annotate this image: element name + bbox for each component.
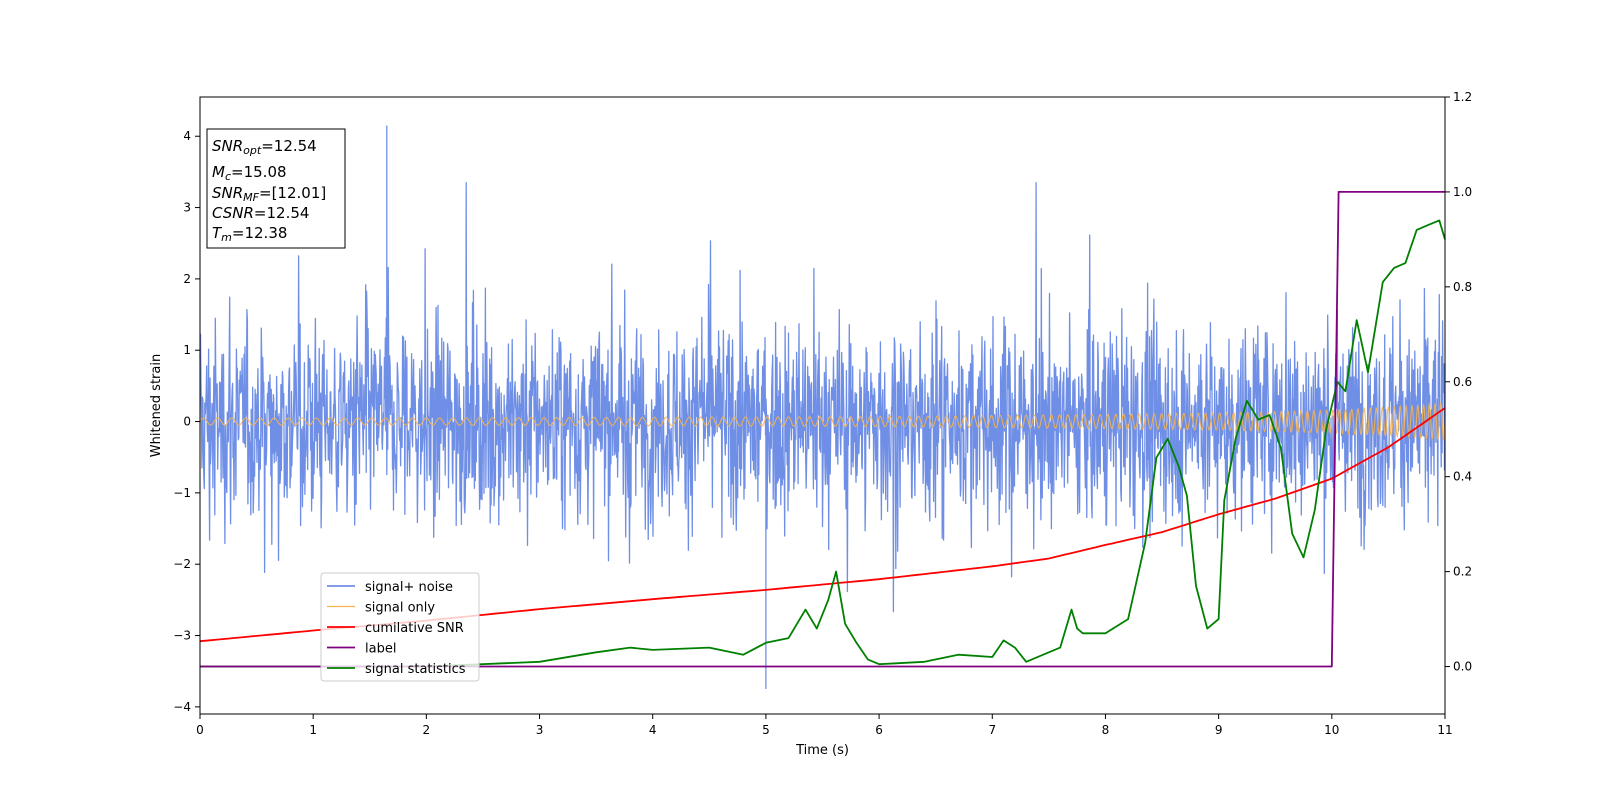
info-line: SNRopt=12.54 <box>212 137 317 157</box>
signal-statistics-line <box>200 219 1446 668</box>
x-tick-label: 4 <box>649 723 657 737</box>
legend: signal+ noise signal only cumilative SNR la… <box>320 572 480 682</box>
info-box-frame <box>206 128 346 249</box>
y-left-tick-label: −3 <box>173 629 191 643</box>
x-tick-label: 1 <box>309 723 317 737</box>
y-left-tick-label: 1 <box>183 343 191 357</box>
y-left-tick-label: 4 <box>183 129 191 143</box>
y-right-tick-label: 0.6 <box>1453 375 1472 389</box>
signal-noise-line <box>199 125 1446 689</box>
info-line: CSNR=12.54 <box>212 204 309 222</box>
x-tick-label: 9 <box>1215 723 1223 737</box>
legend-label: cumilative SNR <box>365 621 464 636</box>
x-tick-label: 10 <box>1324 723 1339 737</box>
y-left-tick-label: 3 <box>183 201 191 215</box>
info-line: Tm=12.38 <box>212 224 287 244</box>
x-tick-label: 6 <box>875 723 883 737</box>
snr-info-box: SNRopt=12.54 Mc=15.08SNRMF=[12.01]CSNR=12… <box>206 128 346 249</box>
x-tick-label: 3 <box>536 723 544 737</box>
legend-label: signal+ noise <box>365 580 453 595</box>
x-tick-label: 2 <box>423 723 431 737</box>
x-tick-label: 7 <box>988 723 996 737</box>
info-line: SNRMF=[12.01] <box>212 184 326 204</box>
axes: 0 1 2 3 4 5 6 7 8 9 10 11 −4 −3 −2 −1 0 1 2 3 4 0.0 0.2 0.4 0.6 0… <box>149 90 1472 758</box>
plot-frame <box>199 96 1446 715</box>
y-left-tick-label: 0 <box>183 415 191 429</box>
legend-label: signal statistics <box>365 662 466 677</box>
label-line <box>200 191 1445 668</box>
y-right-tick-label: 0.0 <box>1453 660 1472 674</box>
x-tick-label: 5 <box>762 723 770 737</box>
signal-noise-series <box>199 125 1446 689</box>
y-right-tick-label: 1.2 <box>1453 90 1472 104</box>
y-right-tick-label: 0.8 <box>1453 280 1472 294</box>
x-tick-label: 8 <box>1102 723 1110 737</box>
info-line: Mc=15.08 <box>212 163 287 183</box>
legend-label: label <box>365 642 396 657</box>
legend-label: signal only <box>365 601 435 616</box>
x-axis-label: Time (s) <box>795 743 849 758</box>
y-left-tick-label: −1 <box>173 486 191 500</box>
y-left-tick-label: −2 <box>173 557 191 571</box>
y-right-tick-label: 0.4 <box>1453 470 1472 484</box>
x-tick-label: 11 <box>1437 723 1452 737</box>
x-tick-label: 0 <box>196 723 204 737</box>
y-axis-label: Whitened strain <box>149 354 164 457</box>
y-left-tick-label: 2 <box>183 272 191 286</box>
y-right-tick-label: 0.2 <box>1453 565 1472 579</box>
legend-frame <box>320 572 480 682</box>
y-right-tick-label: 1.0 <box>1453 185 1472 199</box>
y-left-tick-label: −4 <box>173 700 191 714</box>
